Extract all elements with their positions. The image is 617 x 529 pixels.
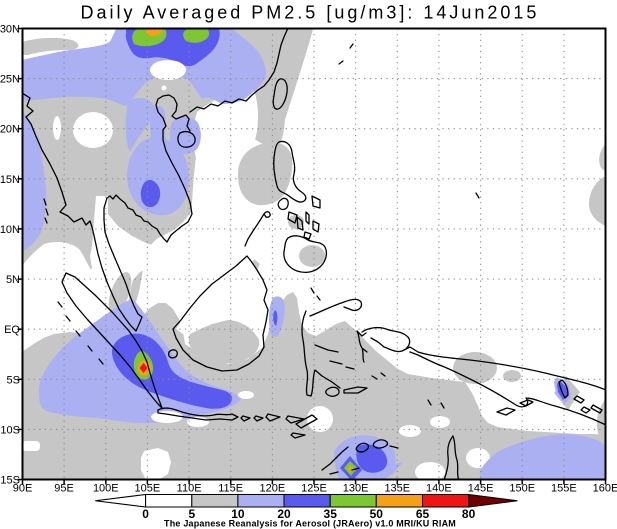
svg-text:10: 10 <box>231 507 245 521</box>
svg-text:EQ: EQ <box>4 324 20 336</box>
svg-text:5S: 5S <box>7 374 20 386</box>
svg-text:120E: 120E <box>260 483 286 495</box>
svg-text:20: 20 <box>277 507 291 521</box>
svg-text:135E: 135E <box>384 483 410 495</box>
svg-text:25N: 25N <box>0 74 20 86</box>
svg-text:10N: 10N <box>0 224 20 236</box>
svg-text:30N: 30N <box>0 24 20 36</box>
svg-text:90E: 90E <box>13 483 33 495</box>
svg-text:0: 0 <box>142 507 149 521</box>
svg-text:95E: 95E <box>54 483 74 495</box>
svg-text:100E: 100E <box>93 483 119 495</box>
svg-text:20N: 20N <box>0 124 20 136</box>
svg-text:50: 50 <box>370 507 384 521</box>
svg-text:The Japanese Reanalysis for Ae: The Japanese Reanalysis for Aerosol (JRA… <box>164 519 456 529</box>
svg-text:130E: 130E <box>343 483 369 495</box>
svg-text:150E: 150E <box>509 483 535 495</box>
svg-text:145E: 145E <box>468 483 494 495</box>
svg-text:110E: 110E <box>177 483 202 495</box>
svg-text:80: 80 <box>462 507 476 521</box>
svg-text:15S: 15S <box>0 475 20 487</box>
svg-text:160E: 160E <box>593 483 617 495</box>
svg-text:5: 5 <box>188 507 195 521</box>
svg-text:Daily Averaged PM2.5 [ug/m3]:: Daily Averaged PM2.5 [ug/m3]: 14Jun2015 <box>81 3 540 23</box>
svg-text:65: 65 <box>416 507 430 521</box>
svg-text:155E: 155E <box>551 483 577 495</box>
svg-text:115E: 115E <box>218 483 243 495</box>
svg-text:105E: 105E <box>135 483 161 495</box>
svg-text:5N: 5N <box>6 274 20 286</box>
svg-text:15N: 15N <box>0 174 20 186</box>
svg-text:125E: 125E <box>301 483 327 495</box>
svg-text:140E: 140E <box>426 483 452 495</box>
svg-text:35: 35 <box>324 507 338 521</box>
svg-text:10S: 10S <box>0 424 20 436</box>
